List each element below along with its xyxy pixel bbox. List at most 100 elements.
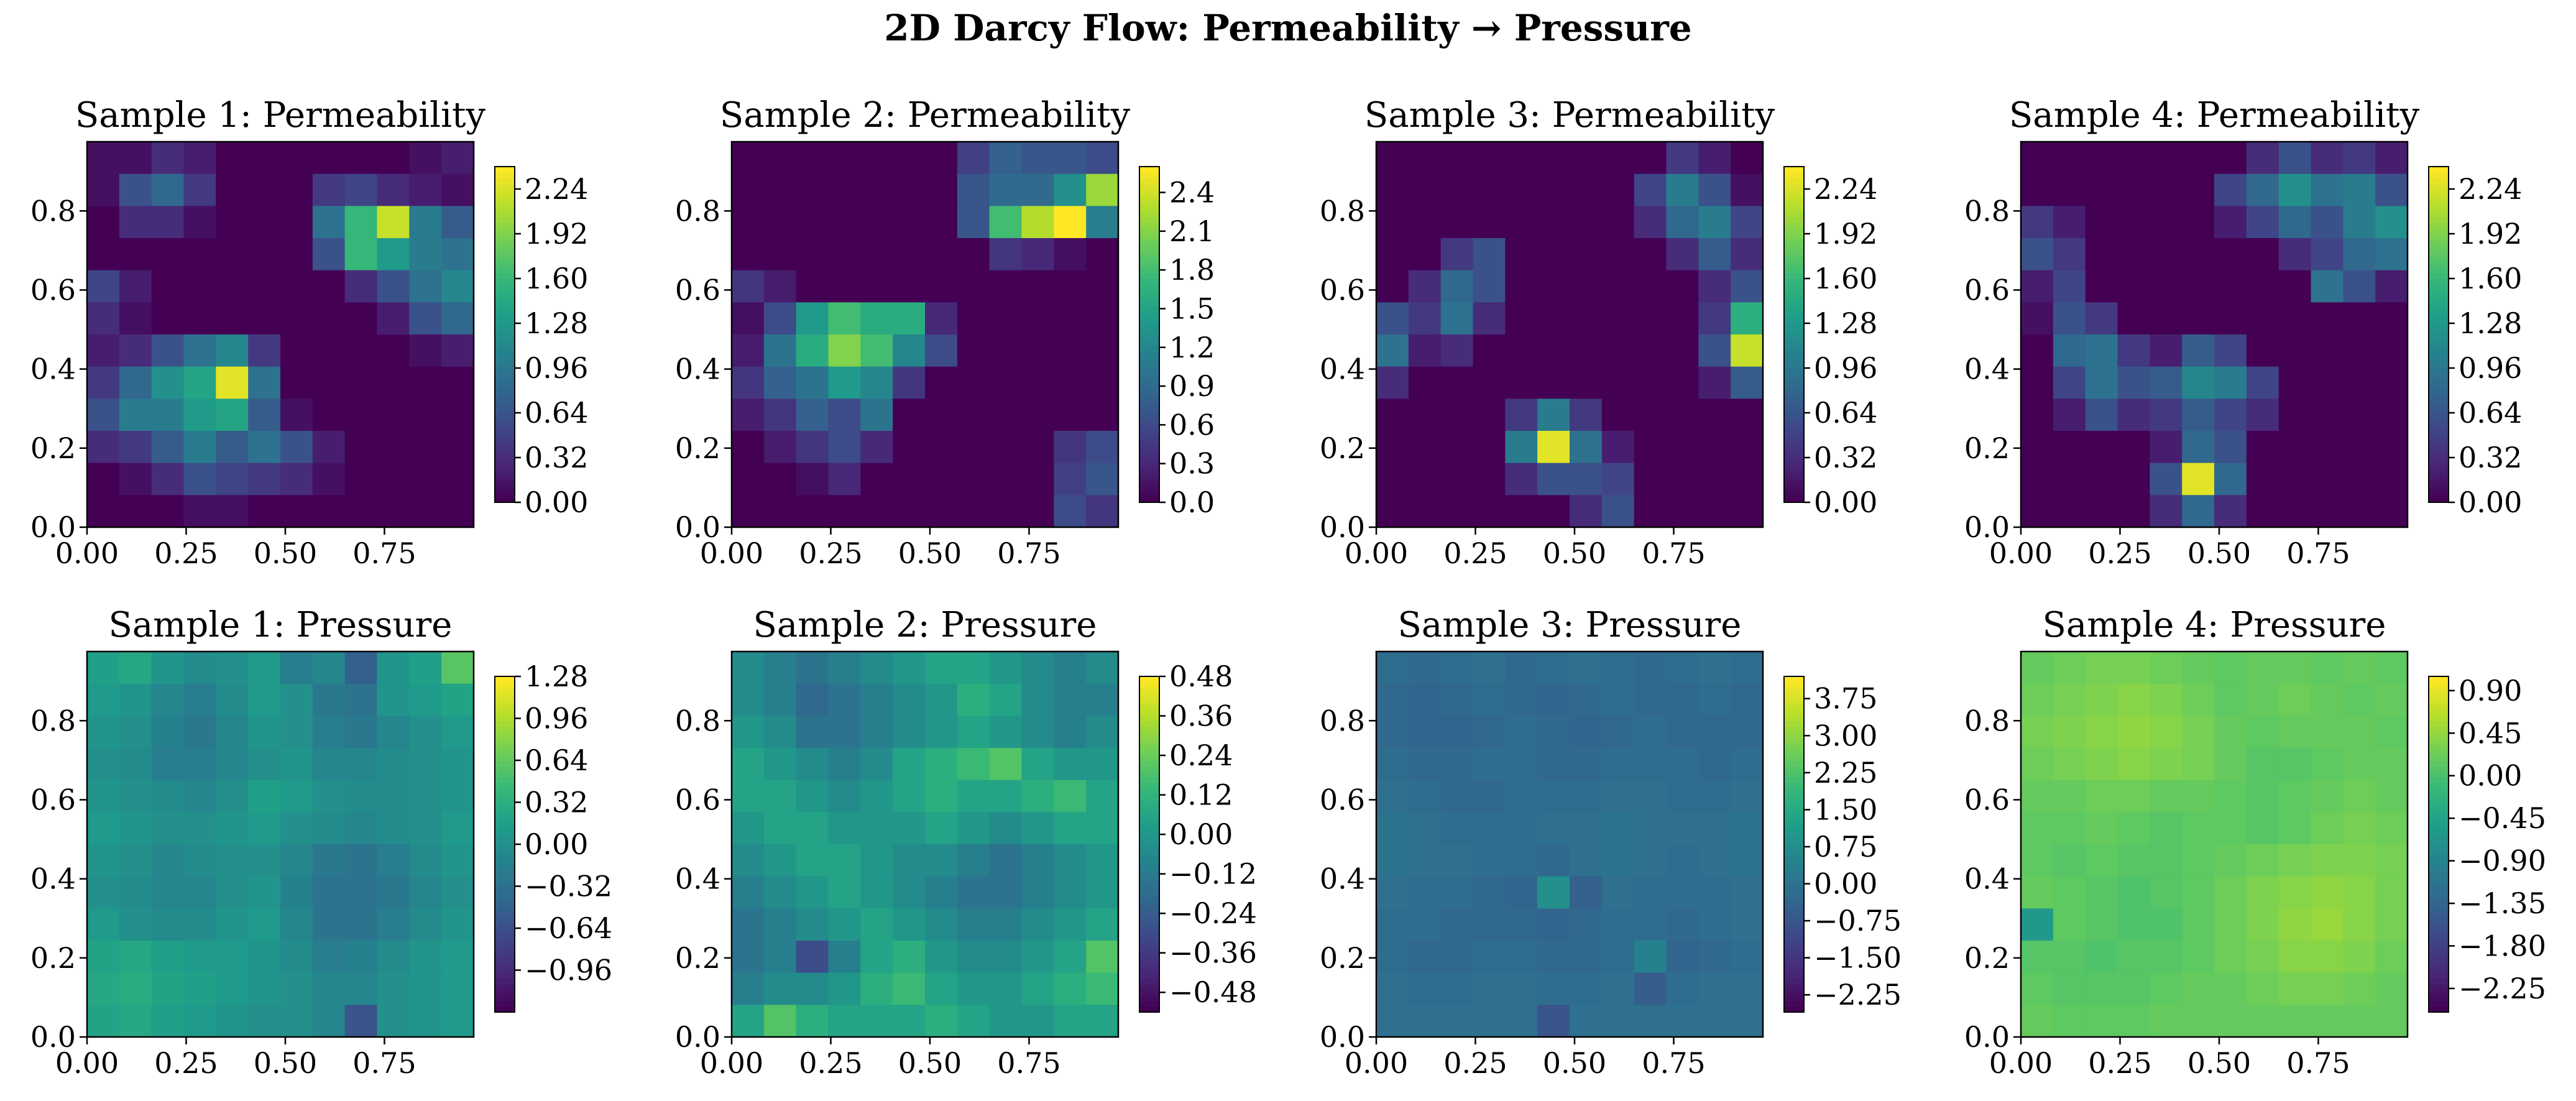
- heatmap: [1376, 142, 1764, 528]
- heatmap-cell: [2182, 238, 2215, 271]
- heatmap-cell: [925, 683, 958, 716]
- colorbar-tick-label: 0.96: [525, 702, 588, 735]
- x-tick-label: 0.50: [254, 1046, 317, 1080]
- heatmap-cell: [2278, 716, 2312, 749]
- colorbar-segment: [2429, 491, 2449, 497]
- colorbar-segment: [2429, 979, 2449, 985]
- heatmap-cell: [1473, 270, 1506, 303]
- heatmap-cell: [441, 270, 474, 303]
- axes-frame: [1375, 650, 1764, 1038]
- heatmap-cell: [796, 876, 829, 909]
- heatmap-cell: [2214, 495, 2247, 528]
- heatmap-cell: [344, 238, 378, 271]
- heatmap-cell: [893, 270, 926, 303]
- heatmap-cell: [1601, 302, 1635, 335]
- colorbar-segment: [2429, 217, 2449, 223]
- heatmap-cell: [2053, 302, 2086, 335]
- heatmap-cell: [409, 463, 442, 495]
- heatmap-cell: [151, 652, 185, 684]
- heatmap-cell: [1570, 941, 1603, 974]
- colorbar-segment: [495, 979, 515, 985]
- heatmap-cell: [1376, 206, 1409, 239]
- heatmap-cell: [1086, 270, 1119, 303]
- heatmap-cell: [1698, 652, 1731, 684]
- heatmap-cell: [1408, 941, 1442, 974]
- heatmap-cell: [2214, 173, 2247, 206]
- colorbar-tick-label: −0.12: [1169, 857, 1257, 891]
- colorbar-segment: [1784, 413, 1804, 419]
- colorbar-segment: [495, 407, 515, 413]
- heatmap-cell: [1601, 812, 1635, 845]
- colorbar-segment: [2429, 346, 2449, 352]
- heatmap-cell: [732, 748, 765, 781]
- heatmap-cell: [1731, 366, 1764, 399]
- heatmap-cell: [1376, 302, 1409, 335]
- heatmap-cell: [1505, 463, 1538, 495]
- heatmap-cell: [2311, 844, 2344, 877]
- heatmap-cell: [409, 1005, 442, 1038]
- heatmap-cell: [2150, 908, 2183, 941]
- colorbar-segment: [495, 340, 515, 346]
- colorbar-segment: [1139, 390, 1159, 397]
- heatmap-cell: [1601, 206, 1635, 239]
- colorbar-segment: [2429, 984, 2449, 990]
- colorbar-segment: [495, 402, 515, 408]
- heatmap-cell: [1505, 334, 1538, 367]
- heatmap-cell: [216, 302, 249, 335]
- heatmap-cell: [441, 652, 474, 684]
- colorbar-segment: [495, 956, 515, 962]
- colorbar-segment: [1139, 368, 1159, 374]
- heatmap-cell: [860, 844, 893, 877]
- heatmap-cell: [377, 463, 410, 495]
- heatmap-cell: [1537, 780, 1570, 813]
- heatmap-cell: [2053, 206, 2086, 239]
- heatmap-cell: [2246, 812, 2279, 845]
- heatmap-cell: [2278, 652, 2312, 684]
- heatmap-cell: [312, 716, 346, 749]
- heatmap-cell: [87, 431, 120, 464]
- colorbar-segment: [495, 833, 515, 839]
- colorbar-segment: [1139, 744, 1159, 750]
- heatmap: [732, 652, 1119, 1038]
- colorbar-segment: [1784, 385, 1804, 391]
- colorbar-segment: [1784, 962, 1804, 968]
- colorbar-segment: [1139, 497, 1159, 503]
- heatmap-cell: [2375, 748, 2408, 781]
- colorbar: −2.25−1.80−1.35−0.90−0.450.000.450.90: [2428, 674, 2546, 1013]
- heatmap-cell: [1376, 334, 1409, 367]
- colorbar-segment: [2429, 424, 2449, 430]
- heatmap-cell: [312, 941, 346, 974]
- colorbar-segment: [1139, 357, 1159, 363]
- heatmap-cell: [763, 173, 797, 206]
- heatmap-cell: [2085, 173, 2118, 206]
- colorbar-segment: [1139, 301, 1159, 307]
- heatmap-cell: [1570, 908, 1603, 941]
- heatmap-cell: [280, 142, 313, 175]
- colorbar-segment: [495, 379, 515, 385]
- heatmap-cell: [344, 334, 378, 367]
- heatmap-cell: [344, 270, 378, 303]
- x-tick-label: 0.50: [2187, 1046, 2251, 1080]
- heatmap-cell: [1634, 683, 1667, 716]
- colorbar-segment: [1139, 861, 1159, 867]
- heatmap-cell: [312, 972, 346, 1005]
- colorbar-segment: [1139, 839, 1159, 845]
- heatmap-cell: [1021, 398, 1054, 431]
- heatmap-cell: [732, 431, 765, 464]
- heatmap-cell: [893, 206, 926, 239]
- y-tick-label: 0.6: [30, 783, 76, 816]
- heatmap-cell: [2150, 431, 2183, 464]
- heatmap-cell: [2375, 398, 2408, 431]
- heatmap-cell: [441, 748, 474, 781]
- heatmap-cell: [1473, 463, 1506, 495]
- colorbar-tick-label: 2.24: [1814, 172, 1877, 206]
- colorbar-segment: [495, 911, 515, 918]
- heatmap-cell: [1731, 908, 1764, 941]
- colorbar-segment: [495, 872, 515, 878]
- heatmap-cell: [763, 206, 797, 239]
- colorbar-segment: [495, 867, 515, 873]
- y-tick-label: 0.8: [675, 194, 720, 228]
- heatmap-cell: [1440, 302, 1474, 335]
- x-tick-label: 0.75: [1642, 1046, 1705, 1080]
- heatmap-cell: [1086, 716, 1119, 749]
